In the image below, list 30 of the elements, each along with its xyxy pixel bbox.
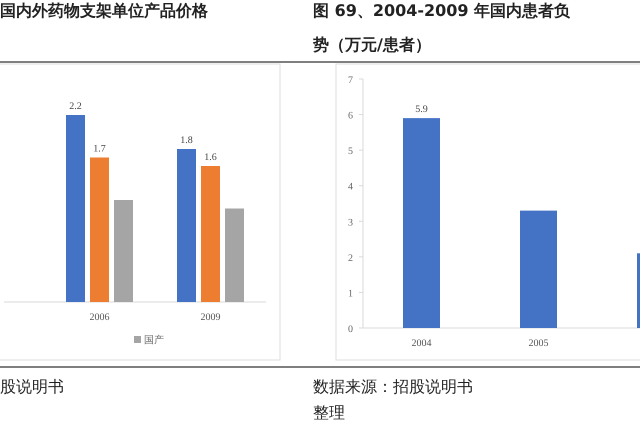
legend-label: 国产 (144, 334, 164, 346)
y-tick-label: 3 (348, 217, 353, 228)
y-tick-label: 0 (348, 324, 353, 335)
text: 整理 (313, 403, 345, 422)
bar (201, 166, 220, 302)
y-tick-label: 7 (348, 75, 353, 86)
bar (114, 200, 133, 302)
source-note: 数据来源：招股说明书 (313, 377, 473, 396)
bar (66, 115, 85, 302)
y-tick-label: 1 (348, 288, 353, 300)
chart-title: 国内外药物支架单位产品价格 (0, 1, 209, 20)
y-tick-label: 4 (348, 182, 353, 193)
bar (225, 208, 244, 302)
chart-title: 图 69、2004-2009 年国内患者负 (313, 1, 572, 20)
chart-subtitle: 势（万元/患者） (312, 35, 431, 54)
x-tick-label: 2004 (412, 338, 432, 349)
x-tick-label: 2009 (200, 312, 220, 323)
x-tick-label: 2006 (90, 312, 110, 323)
data-label: 2.2 (69, 101, 82, 112)
data-label: 5.9 (415, 104, 428, 116)
y-tick-label: 5 (348, 146, 353, 158)
data-label: 1.6 (204, 152, 217, 163)
data-label: 1.7 (93, 144, 106, 154)
x-tick-label: 2005 (528, 338, 548, 349)
bar (177, 149, 196, 302)
text: 股说明书 (0, 377, 64, 396)
y-tick-label: 6 (348, 110, 353, 122)
y-tick-label: 2 (348, 252, 353, 264)
bar (90, 158, 109, 302)
data-label: 1.8 (180, 135, 193, 146)
